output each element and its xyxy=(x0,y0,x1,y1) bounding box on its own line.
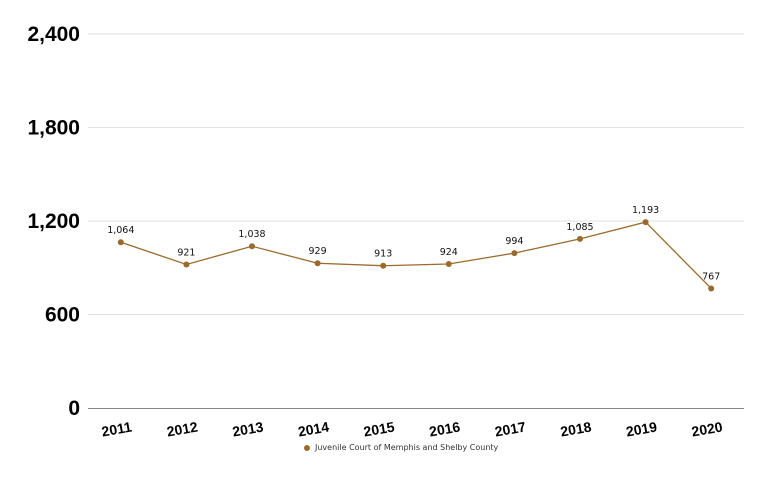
data-label: 1,064 xyxy=(107,225,134,236)
data-label: 921 xyxy=(177,247,195,258)
x-tick-label: 2020 xyxy=(690,418,724,439)
legend: Juvenile Court of Memphis and Shelby Cou… xyxy=(304,443,498,452)
x-tick-label: 2016 xyxy=(428,418,462,439)
x-tick-label: 2018 xyxy=(559,418,593,439)
y-tick-label: 0 xyxy=(68,397,80,420)
data-point xyxy=(314,260,321,267)
y-tick-label: 600 xyxy=(45,304,80,327)
data-point xyxy=(183,261,190,268)
x-tick-label: 2013 xyxy=(231,418,265,439)
y-tick-label: 1,200 xyxy=(27,210,80,233)
data-point xyxy=(577,235,583,242)
x-tick-label: 2019 xyxy=(625,418,659,439)
legend-label: Juvenile Court of Memphis and Shelby Cou… xyxy=(315,443,499,452)
legend-marker-icon xyxy=(304,444,310,451)
data-label: 1,193 xyxy=(632,205,659,216)
data-label: 1,085 xyxy=(566,222,593,233)
data-point xyxy=(249,243,255,250)
data-point xyxy=(642,219,649,226)
data-point xyxy=(380,262,387,269)
x-tick-label: 2015 xyxy=(362,418,396,439)
y-tick-label: 1,800 xyxy=(27,117,80,140)
data-label: 924 xyxy=(440,247,458,258)
data-point xyxy=(445,261,452,268)
x-tick-label: 2011 xyxy=(100,418,133,439)
data-point xyxy=(511,250,518,257)
data-label: 994 xyxy=(505,236,523,247)
data-label: 913 xyxy=(374,249,392,260)
data-label: 767 xyxy=(702,271,720,282)
x-tick-label: 2017 xyxy=(493,418,527,439)
data-point xyxy=(117,239,124,246)
data-point xyxy=(708,285,715,292)
x-tick-label: 2012 xyxy=(165,418,199,439)
x-tick-label: 2014 xyxy=(297,418,331,439)
y-tick-label: 2,400 xyxy=(27,23,80,46)
data-label: 1,038 xyxy=(238,229,265,240)
series-line xyxy=(120,221,712,289)
data-label: 929 xyxy=(309,246,327,257)
